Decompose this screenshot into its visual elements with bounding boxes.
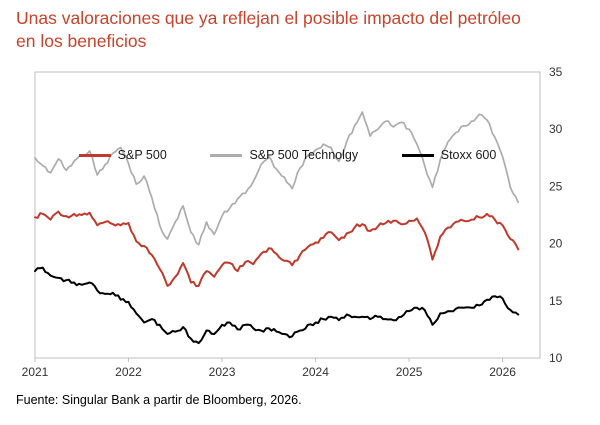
legend-label: Stoxx 600 xyxy=(440,148,497,162)
source-note: Fuente: Singular Bank a partir de Bloomb… xyxy=(16,393,302,407)
legend-item: Stoxx 600 xyxy=(401,148,497,162)
y-axis-label: 25 xyxy=(549,179,563,193)
legend-label: S&P 500 Technolgy xyxy=(249,148,359,162)
x-axis-label: 2024 xyxy=(302,365,329,379)
valuation-line-chart: S&P 500 S&P 500 Technolgy Stoxx 600 2021 20… xyxy=(0,62,600,387)
legend-line-swatch xyxy=(210,153,243,157)
line-series-1 xyxy=(34,111,520,246)
y-axis-label: 10 xyxy=(549,351,563,365)
legend-line-swatch xyxy=(401,153,434,157)
legend-item: S&P 500 xyxy=(78,148,167,162)
x-axis-label: 2022 xyxy=(115,365,142,379)
legend-line-swatch xyxy=(78,153,111,157)
x-axis-label: 2026 xyxy=(489,365,516,379)
chart-legend: S&P 500 S&P 500 Technolgy Stoxx 600 xyxy=(35,146,540,164)
title-line-2: en los beneficios xyxy=(16,31,147,52)
title-line-1: Unas valoraciones que ya reflejan el pos… xyxy=(16,8,521,28)
legend-item: S&P 500 Technolgy xyxy=(210,148,358,162)
x-axis-label: 2025 xyxy=(396,365,423,379)
y-axis-label: 35 xyxy=(549,65,563,79)
legend-label: S&P 500 xyxy=(117,148,167,162)
y-axis-label: 20 xyxy=(549,237,563,251)
page-title: Unas valoraciones que ya reflejan el pos… xyxy=(16,7,591,53)
x-axis-label: 2021 xyxy=(22,365,49,379)
line-series-2 xyxy=(34,266,520,345)
y-axis-label: 15 xyxy=(549,294,563,308)
x-axis-label: 2023 xyxy=(209,365,236,379)
line-series-0 xyxy=(34,210,520,288)
plot-border xyxy=(34,71,541,359)
y-axis-label: 30 xyxy=(549,122,563,136)
